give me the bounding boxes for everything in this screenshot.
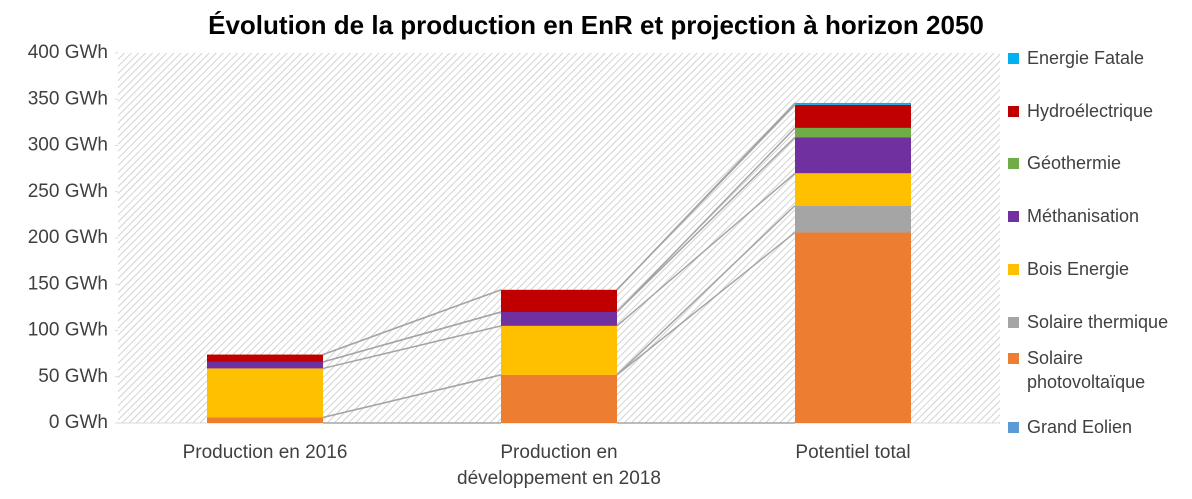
series-line: [322, 311, 502, 363]
series-line: [616, 102, 796, 291]
legend-swatch: [1008, 158, 1019, 170]
series-line: [322, 289, 502, 356]
y-tick-label: 200 GWh: [28, 227, 108, 248]
legend-label: Grand Eolien: [1027, 417, 1133, 437]
bar-segment: [795, 102, 911, 105]
bar-segment: [501, 325, 617, 375]
y-tick-label: 50 GWh: [38, 366, 108, 387]
legend-entry: Solaire photovoltaïque: [1008, 346, 1168, 394]
bar-segment: [795, 137, 911, 174]
legend-entry: Solaire thermique: [1008, 310, 1188, 334]
series-line: [322, 374, 502, 419]
legend-swatch: [1008, 105, 1019, 117]
legend-label: Solaire photovoltaïque: [1027, 348, 1146, 393]
bar-segment: [795, 104, 911, 128]
legend-swatch: [1008, 422, 1019, 433]
series-line: [616, 172, 796, 327]
bar-segment: [207, 417, 323, 423]
legend-swatch: [1008, 53, 1019, 64]
series-line: [616, 205, 796, 376]
y-tick-label: 0 GWh: [49, 412, 108, 433]
legend-swatch: [1008, 211, 1019, 223]
y-tick-label: 100 GWh: [28, 320, 108, 341]
bar-segment: [501, 374, 617, 423]
bar-segment: [501, 312, 617, 326]
bar-segment: [207, 368, 323, 418]
legend-entry: Energie Fatale: [1008, 46, 1188, 70]
bar-segment: [795, 127, 911, 138]
y-tick-label: 350 GWh: [28, 88, 108, 109]
x-tick-label: Production en développement en 2018: [457, 442, 661, 489]
legend-entry: Géothermie: [1008, 151, 1188, 175]
x-tick-label: Potentiel total: [795, 442, 911, 463]
legend-entry: Bois Energie: [1008, 257, 1188, 281]
x-tick-label: Production en 2016: [182, 442, 348, 463]
bar-segment: [795, 173, 911, 206]
legend-label: Solaire thermique: [1027, 311, 1169, 332]
legend-label: Bois Energie: [1027, 258, 1130, 279]
legend-label: Géothermie: [1027, 153, 1122, 174]
legend-label: Energie Fatale: [1027, 48, 1145, 68]
legend-entry: Hydroélectrique: [1008, 99, 1188, 123]
series-line: [616, 136, 796, 313]
legend-entry: Grand Eolien: [1008, 415, 1188, 439]
chart-title: Évolution de la production en EnR et pro…: [208, 10, 984, 40]
legend-swatch: [1008, 353, 1019, 365]
y-tick-label: 250 GWh: [28, 181, 108, 202]
legend-entry: Méthanisation: [1008, 204, 1188, 228]
legend-label: Hydroélectrique: [1027, 100, 1154, 121]
legend-label: Méthanisation: [1027, 206, 1140, 227]
bar-segment: [501, 289, 617, 312]
y-tick-label: 300 GWh: [28, 135, 108, 156]
series-line: [616, 127, 796, 313]
series-line: [322, 325, 502, 370]
bar-segment: [795, 205, 911, 233]
legend-swatch: [1008, 263, 1019, 275]
y-tick-label: 400 GWh: [28, 42, 108, 63]
y-tick-label: 150 GWh: [28, 273, 108, 294]
legend-swatch: [1008, 316, 1019, 328]
bar-segment: [207, 354, 323, 362]
bar-segment: [795, 232, 911, 423]
bar-segment: [207, 361, 323, 369]
series-line: [616, 231, 796, 376]
